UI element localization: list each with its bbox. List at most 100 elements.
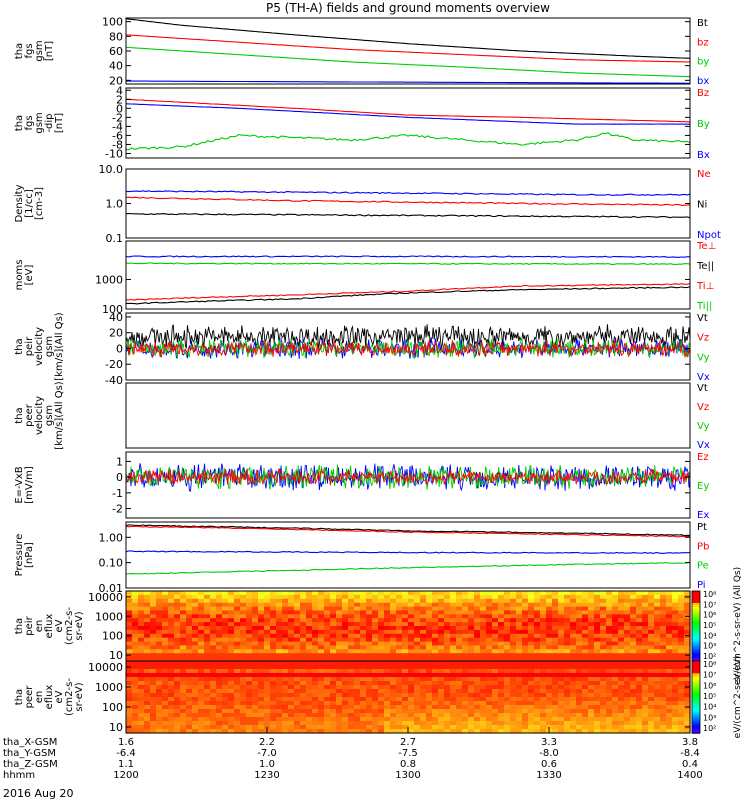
heat-cell [372, 626, 379, 631]
heat-cell [210, 610, 217, 615]
heat-cell [606, 606, 613, 612]
heat-cell [534, 665, 541, 670]
heat-cell [432, 709, 439, 714]
heat-cell [552, 717, 559, 722]
heat-cell [606, 661, 613, 666]
heat-cell [642, 657, 649, 662]
heat-cell [282, 606, 289, 612]
heat-cell [636, 602, 643, 608]
heat-cell [342, 602, 349, 608]
heat-cell [462, 641, 469, 647]
heat-cell [558, 681, 565, 686]
heat-cell [426, 677, 433, 682]
heat-cell [678, 637, 685, 643]
colorbar-swatch [692, 710, 700, 714]
heat-cell [186, 598, 193, 604]
heat-cell [570, 626, 577, 631]
heat-cell [180, 689, 187, 694]
heat-cell [570, 591, 577, 596]
heat-cell [222, 606, 229, 612]
heat-cell [198, 606, 205, 612]
heat-cell [210, 701, 217, 706]
heat-cell [126, 606, 133, 612]
heat-cell [378, 693, 385, 698]
heat-cell [612, 665, 619, 670]
heat-cell [240, 693, 247, 698]
heat-cell [192, 641, 199, 647]
heat-cell [432, 673, 439, 678]
heat-cell [222, 701, 229, 706]
heat-cell [348, 685, 355, 690]
legend-entry: Te|| [696, 261, 714, 272]
heat-cell [534, 681, 541, 686]
heat-cell [528, 693, 535, 698]
heat-cell [162, 729, 169, 734]
heat-cell [570, 721, 577, 726]
heat-cell [630, 697, 637, 702]
heat-cell [666, 629, 673, 635]
y-axis-label: fgs [24, 43, 35, 58]
heat-cell [366, 649, 373, 654]
heat-cell [474, 721, 481, 726]
heat-cell [504, 618, 511, 623]
heat-cell [174, 677, 181, 682]
heat-cell [618, 677, 625, 682]
heat-cell [234, 693, 241, 698]
heat-cell [396, 649, 403, 654]
heat-cell [678, 689, 685, 694]
heat-cell [378, 602, 385, 608]
heat-cell [570, 602, 577, 608]
colorbar-tick-label: 10⁶ [703, 681, 716, 690]
heat-cell [318, 693, 325, 698]
legend-entry: Vz [697, 333, 709, 344]
legend-entry: Ti⊥ [696, 281, 714, 292]
colorbar-swatch [692, 593, 700, 596]
heat-cell [288, 721, 295, 726]
heat-cell [552, 721, 559, 726]
colorbar-swatch [692, 693, 700, 697]
heat-cell [684, 610, 691, 615]
y-axis-label: Pressure [14, 534, 25, 577]
heat-cell [468, 622, 475, 627]
heat-cell [456, 598, 463, 604]
heat-cell [516, 622, 523, 627]
heat-cell [210, 697, 217, 702]
heat-cell [372, 725, 379, 730]
heat-cell [480, 633, 487, 639]
heat-cell [150, 618, 157, 623]
heat-cell [366, 677, 373, 682]
heat-cell [450, 591, 457, 596]
heat-cell [162, 610, 169, 615]
heat-cell [228, 701, 235, 706]
heat-cell [432, 653, 439, 658]
heat-cell [468, 626, 475, 631]
heat-cell [300, 649, 307, 654]
heat-cell [654, 729, 661, 734]
heat-cell [240, 610, 247, 615]
heat-cell [570, 645, 577, 650]
heat-cell [396, 709, 403, 714]
heat-cell [504, 645, 511, 650]
heat-cell [204, 661, 211, 666]
heat-cell [126, 629, 133, 635]
heat-cell [234, 622, 241, 627]
heat-cell [258, 697, 265, 702]
heat-cell [606, 725, 613, 730]
heat-cell [642, 618, 649, 623]
heat-cell [636, 661, 643, 666]
heat-cell [210, 729, 217, 734]
heat-cell [456, 729, 463, 734]
heat-cell [630, 665, 637, 670]
heat-cell [300, 685, 307, 690]
heat-cell [354, 637, 361, 643]
heat-cell [126, 610, 133, 615]
heat-cell [576, 729, 583, 734]
heat-cell [468, 633, 475, 639]
heat-cell [450, 693, 457, 698]
heat-cell [402, 701, 409, 706]
series-line-by [125, 46, 691, 78]
heat-cell [630, 669, 637, 674]
heat-cell [132, 591, 139, 596]
